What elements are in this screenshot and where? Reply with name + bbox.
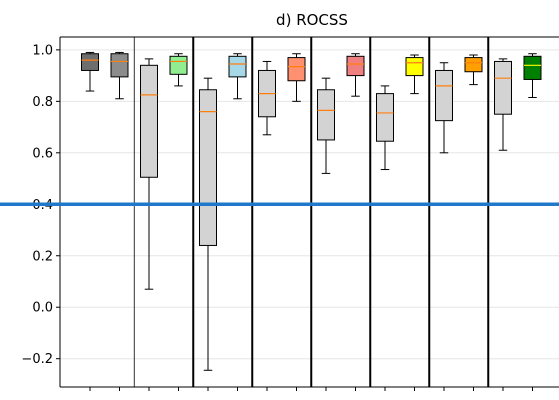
box-4-body — [169, 55, 188, 75]
y-tick-label-0: −0.2 — [21, 352, 53, 367]
box-5-body — [199, 89, 217, 246]
box-8 — [287, 53, 306, 102]
chart-title: d) ROCSS — [276, 11, 348, 29]
axis-layer: −0.20.00.20.40.60.81.0 — [21, 36, 559, 391]
box-3-body — [140, 64, 158, 178]
box-14 — [464, 54, 483, 86]
box-1 — [81, 51, 99, 92]
box-5 — [199, 77, 217, 371]
box-14-body — [464, 57, 483, 73]
box-15-body — [494, 60, 512, 115]
box-10-body — [346, 55, 365, 77]
box-15 — [494, 58, 512, 151]
box-2-body — [110, 53, 129, 78]
box-16 — [523, 53, 542, 98]
box-12 — [405, 54, 424, 95]
box-6 — [228, 53, 247, 100]
box-9 — [317, 77, 335, 174]
group-separators — [133, 37, 490, 387]
box-11 — [376, 85, 394, 171]
box-3 — [140, 58, 158, 290]
y-tick-label-6: 1.0 — [32, 43, 53, 58]
box-6-body — [228, 55, 247, 78]
box-13-body — [435, 69, 453, 122]
box-9-body — [317, 89, 335, 141]
box-4 — [169, 53, 188, 87]
box-12-body — [405, 57, 424, 77]
y-tick-label-5: 0.8 — [32, 95, 53, 110]
box-11-body — [376, 93, 394, 142]
box-10 — [346, 53, 365, 97]
box-7 — [258, 60, 276, 136]
box-layer — [81, 51, 542, 371]
box-13 — [435, 62, 453, 154]
box-8-body — [287, 57, 306, 82]
y-tick-label-2: 0.2 — [32, 249, 53, 264]
y-tick-label-4: 0.6 — [32, 146, 53, 161]
y-tick-label-1: 0.0 — [32, 301, 53, 316]
box-2 — [110, 51, 129, 100]
box-16-body — [523, 55, 542, 80]
box-1-body — [81, 53, 99, 71]
